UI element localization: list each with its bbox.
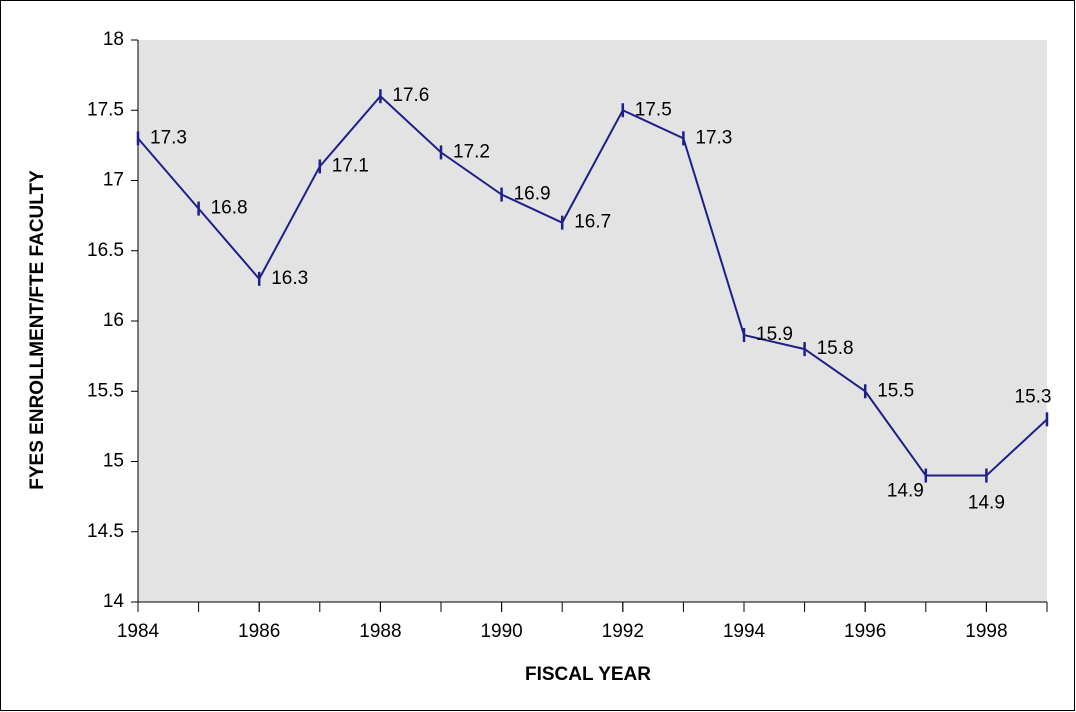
data-label: 15.8 (817, 338, 854, 359)
y-tick-label: 16.5 (87, 240, 124, 261)
y-tick-label: 17.5 (87, 99, 124, 120)
x-tick-label: 1984 (117, 621, 160, 642)
x-tick-label: 1992 (602, 621, 644, 642)
x-tick-label: 1990 (480, 621, 522, 642)
x-tick-label: 1998 (965, 621, 1007, 642)
data-label: 17.5 (635, 99, 672, 120)
data-label: 17.1 (332, 155, 369, 176)
data-label: 16.7 (574, 212, 611, 233)
data-label: 15.3 (1015, 386, 1052, 407)
data-label: 17.3 (150, 127, 187, 148)
plot-area (138, 40, 1047, 602)
data-label: 17.2 (453, 141, 490, 162)
y-tick-label: 15 (103, 451, 124, 472)
data-label: 17.6 (392, 85, 429, 106)
x-tick-label: 1986 (238, 621, 280, 642)
x-tick-label: 1994 (723, 621, 766, 642)
y-tick-label: 16 (103, 310, 124, 331)
y-tick-label: 14 (103, 591, 125, 612)
data-label: 16.3 (271, 268, 308, 289)
data-label: 14.9 (968, 493, 1005, 514)
data-label: 17.3 (695, 127, 732, 148)
y-tick-label: 18 (103, 29, 124, 50)
data-label: 16.8 (211, 198, 248, 219)
x-axis-title: FISCAL YEAR (525, 664, 651, 685)
y-tick-label: 15.5 (87, 380, 124, 401)
y-tick-label: 14.5 (87, 521, 124, 542)
data-label: 15.9 (756, 324, 793, 345)
data-label: 15.5 (877, 380, 914, 401)
y-tick-label: 17 (103, 170, 124, 191)
y-axis-title: FYES ENROLLMENT/FTE FACULTY (27, 170, 48, 490)
x-tick-label: 1988 (359, 621, 401, 642)
data-label: 14.9 (887, 481, 924, 502)
data-label: 16.9 (514, 184, 551, 205)
line (137, 94, 1048, 477)
x-tick-label: 1996 (844, 621, 886, 642)
